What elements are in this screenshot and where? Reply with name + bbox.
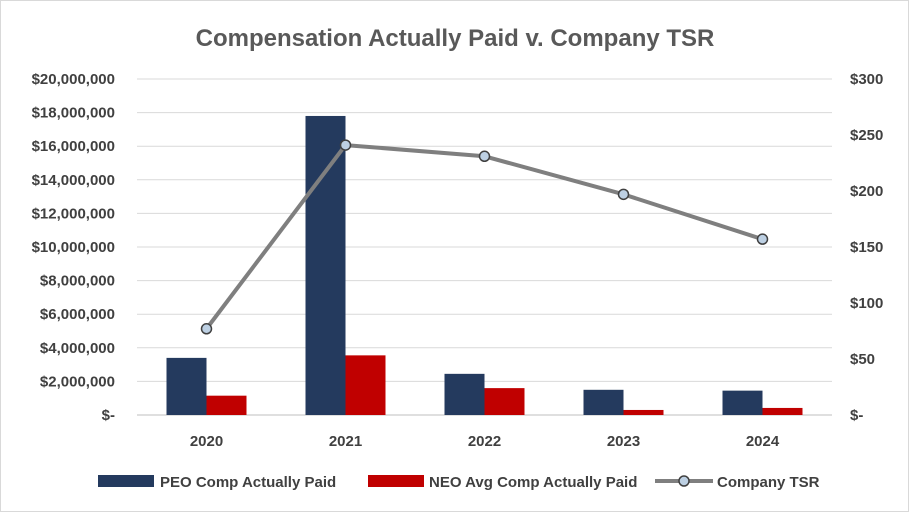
left-axis-tick-label: $14,000,000 <box>32 172 115 189</box>
right-axis-tick-label: $200 <box>850 183 883 200</box>
bar-neo-avg-comp <box>345 355 386 415</box>
tsr-point <box>756 233 769 245</box>
legend-swatch-neo <box>368 475 424 487</box>
right-axis-tick-label: $150 <box>850 239 883 256</box>
bar-peo-comp <box>166 357 207 415</box>
left-axis-tick-label: $4,000,000 <box>40 340 115 357</box>
bar-peo-comp <box>722 390 763 415</box>
legend-marker-tsr <box>678 475 690 487</box>
legend: PEO Comp Actually Paid NEO Avg Comp Actu… <box>98 474 820 491</box>
left-axis-tick-label: $10,000,000 <box>32 239 115 256</box>
left-axis-tick-label: $20,000,000 <box>32 71 115 88</box>
right-axis-tick-label: $50 <box>850 351 875 368</box>
left-axis-tick-label: $12,000,000 <box>32 205 115 222</box>
chart-title: Compensation Actually Paid v. Company TS… <box>196 25 715 52</box>
bar-peo-comp <box>305 115 346 416</box>
legend-label-peo: PEO Comp Actually Paid <box>160 474 336 491</box>
bar-neo-avg-comp <box>206 395 247 415</box>
right-axis-tick-labels: $- $50 $100 $150 $200 $250 $300 <box>850 71 883 424</box>
bar-peo-comp <box>583 389 624 415</box>
right-axis-tick-label: $250 <box>850 127 883 144</box>
x-axis-tick-label: 2022 <box>468 433 501 450</box>
x-axis-tick-label: 2023 <box>607 433 640 450</box>
tsr-point <box>200 323 213 335</box>
right-axis-tick-label: $100 <box>850 295 883 312</box>
tsr-point <box>339 139 352 151</box>
left-axis-tick-label: $18,000,000 <box>32 105 115 122</box>
legend-swatch-peo <box>98 475 154 487</box>
x-axis-tick-label: 2024 <box>746 433 780 450</box>
gridlines <box>137 78 832 416</box>
tsr-point <box>478 150 491 163</box>
right-axis-tick-label: $300 <box>850 71 883 88</box>
left-axis-tick-label: $8,000,000 <box>40 273 115 290</box>
bar-peo-comp <box>444 373 485 415</box>
legend-label-tsr: Company TSR <box>717 474 820 491</box>
bar-neo-avg-comp <box>484 388 525 415</box>
left-axis-tick-label: $- <box>102 407 115 424</box>
right-axis-tick-label: $- <box>850 407 863 424</box>
x-axis-tick-label: 2020 <box>190 433 223 450</box>
x-axis-tick-labels: 2020 2021 2022 2023 2024 <box>190 433 780 450</box>
legend-label-neo: NEO Avg Comp Actually Paid <box>429 474 637 491</box>
left-axis-tick-label: $6,000,000 <box>40 306 115 323</box>
left-axis-tick-label: $16,000,000 <box>32 138 115 155</box>
tsr-line <box>204 143 765 331</box>
tsr-point <box>617 188 630 201</box>
bar-series <box>166 115 803 416</box>
left-axis-tick-labels: $- $2,000,000 $4,000,000 $6,000,000 $8,000,0… <box>32 71 115 424</box>
left-axis-tick-label: $2,000,000 <box>40 373 115 390</box>
x-axis-tick-label: 2021 <box>329 433 362 450</box>
bar-neo-avg-comp <box>762 407 803 415</box>
tsr-line-series <box>200 139 769 335</box>
bar-neo-avg-comp <box>623 409 664 415</box>
